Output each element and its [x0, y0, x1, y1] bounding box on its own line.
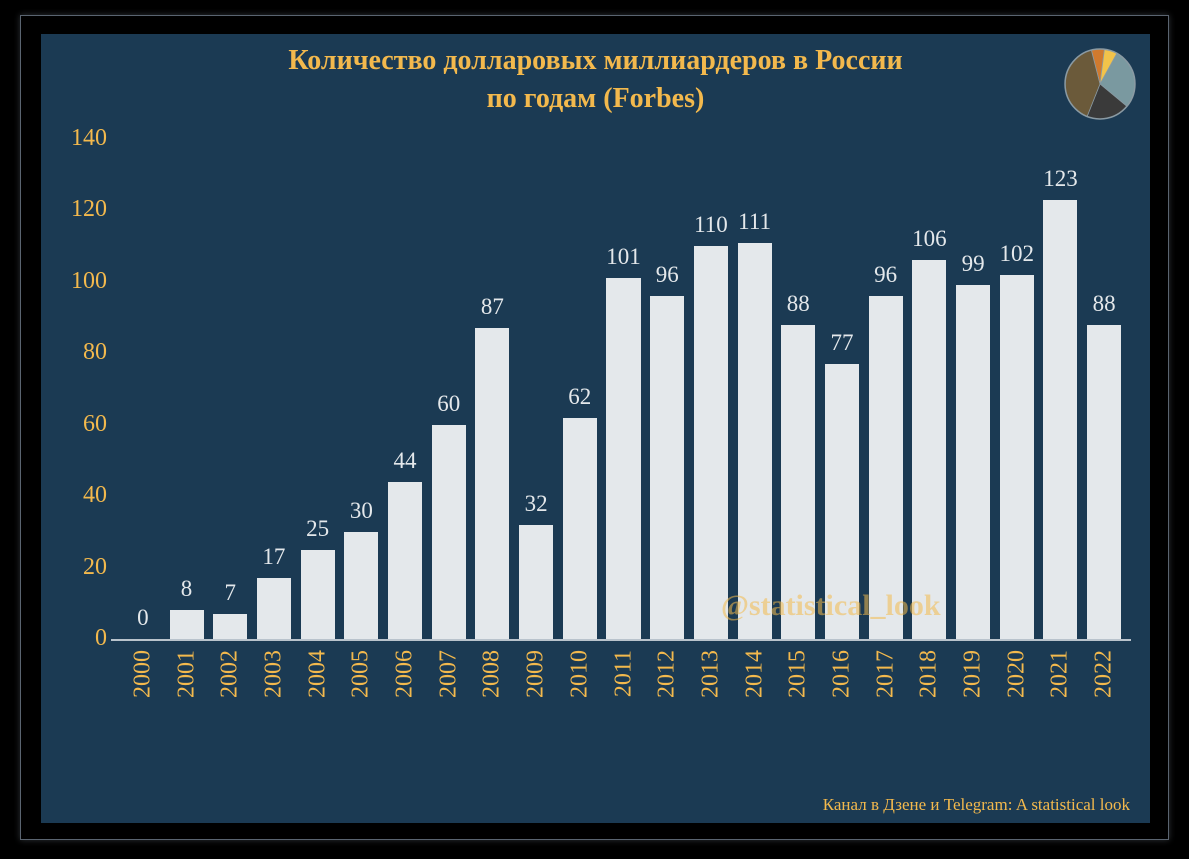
bar: [388, 482, 422, 639]
x-tick-label: 2022: [1091, 650, 1118, 698]
y-tick-label: 80: [51, 339, 107, 366]
bar: [170, 610, 204, 639]
bar: [1000, 275, 1034, 639]
watermark-text: @statistical_look: [721, 589, 941, 622]
chart-title-line2: по годам (Forbes): [487, 83, 705, 114]
x-tick-label: 2021: [1047, 650, 1074, 698]
bar: [563, 418, 597, 639]
x-tick-label: 2001: [173, 650, 200, 698]
bar-value-label: 106: [904, 226, 954, 252]
x-tick-label: 2013: [697, 650, 724, 698]
bar: [912, 260, 946, 639]
bar: [213, 614, 247, 639]
x-tick-label: 2015: [785, 650, 812, 698]
chart-title-line1: Количество долларовых миллиардеров в Рос…: [288, 45, 902, 76]
bar-value-label: 96: [642, 262, 692, 288]
bar: [1043, 200, 1077, 639]
x-axis-line: [111, 639, 1131, 641]
x-tick-label: 2002: [217, 650, 244, 698]
bar: [956, 285, 990, 639]
footer-text: Канал в Дзене и Telegram: A statistical …: [823, 795, 1130, 814]
plot-area: 0871725304460873262101961101118877961069…: [121, 139, 1126, 639]
bar-value-label: 62: [555, 384, 605, 410]
y-tick-label: 100: [51, 268, 107, 295]
bar-value-label: 111: [730, 209, 780, 235]
bar: [475, 328, 509, 639]
bar-value-label: 96: [861, 262, 911, 288]
bar-value-label: 32: [511, 491, 561, 517]
y-tick-label: 140: [51, 125, 107, 152]
y-tick-label: 120: [51, 196, 107, 223]
x-tick-label: 2012: [654, 650, 681, 698]
y-tick-label: 0: [51, 625, 107, 652]
bar-value-label: 99: [948, 251, 998, 277]
bar-value-label: 87: [467, 294, 517, 320]
bar: [694, 246, 728, 639]
bar-value-label: 25: [293, 516, 343, 542]
x-tick-label: 2005: [348, 650, 375, 698]
x-tick-label: 2016: [828, 650, 855, 698]
bar-value-label: 88: [1079, 291, 1129, 317]
x-tick-label: 2011: [610, 650, 637, 697]
x-tick-label: 2000: [129, 650, 156, 698]
bar-value-label: 0: [118, 605, 168, 631]
bar-value-label: 44: [380, 448, 430, 474]
x-tick-label: 2008: [479, 650, 506, 698]
x-tick-label: 2018: [916, 650, 943, 698]
x-tick-label: 2007: [435, 650, 462, 698]
x-tick-label: 2014: [741, 650, 768, 698]
x-tick-label: 2019: [960, 650, 987, 698]
x-tick-label: 2006: [392, 650, 419, 698]
y-tick-label: 20: [51, 554, 107, 581]
bar: [301, 550, 335, 639]
bar: [869, 296, 903, 639]
y-tick-label: 60: [51, 411, 107, 438]
bar: [519, 525, 553, 639]
y-tick-label: 40: [51, 482, 107, 509]
bar: [257, 578, 291, 639]
x-tick-label: 2003: [260, 650, 287, 698]
x-tick-label: 2004: [304, 650, 331, 698]
bar-value-label: 17: [249, 544, 299, 570]
bar-value-label: 77: [817, 330, 867, 356]
bar: [344, 532, 378, 639]
chart-title: Количество долларовых миллиардеров в Рос…: [41, 42, 1150, 118]
x-tick-label: 2017: [872, 650, 899, 698]
bar: [738, 243, 772, 639]
bar: [1087, 325, 1121, 639]
bar: [650, 296, 684, 639]
logo-pie-icon: [1062, 46, 1138, 122]
x-tick-label: 2020: [1003, 650, 1030, 698]
bar-value-label: 60: [424, 391, 474, 417]
bar-value-label: 102: [992, 241, 1042, 267]
x-tick-label: 2010: [566, 650, 593, 698]
footer-credit: Канал в Дзене и Telegram: A statistical …: [823, 795, 1130, 815]
watermark: @statistical_look: [721, 589, 941, 623]
bar-value-label: 7: [205, 580, 255, 606]
bar: [606, 278, 640, 639]
bar-value-label: 123: [1035, 166, 1085, 192]
outer-frame: Количество долларовых миллиардеров в Рос…: [20, 15, 1169, 840]
bar: [432, 425, 466, 639]
bar-value-label: 110: [686, 212, 736, 238]
bar-value-label: 30: [336, 498, 386, 524]
bar-value-label: 8: [162, 576, 212, 602]
bar-value-label: 88: [773, 291, 823, 317]
bar-value-label: 101: [599, 244, 649, 270]
x-tick-label: 2009: [523, 650, 550, 698]
chart-canvas: Количество долларовых миллиардеров в Рос…: [41, 34, 1150, 823]
